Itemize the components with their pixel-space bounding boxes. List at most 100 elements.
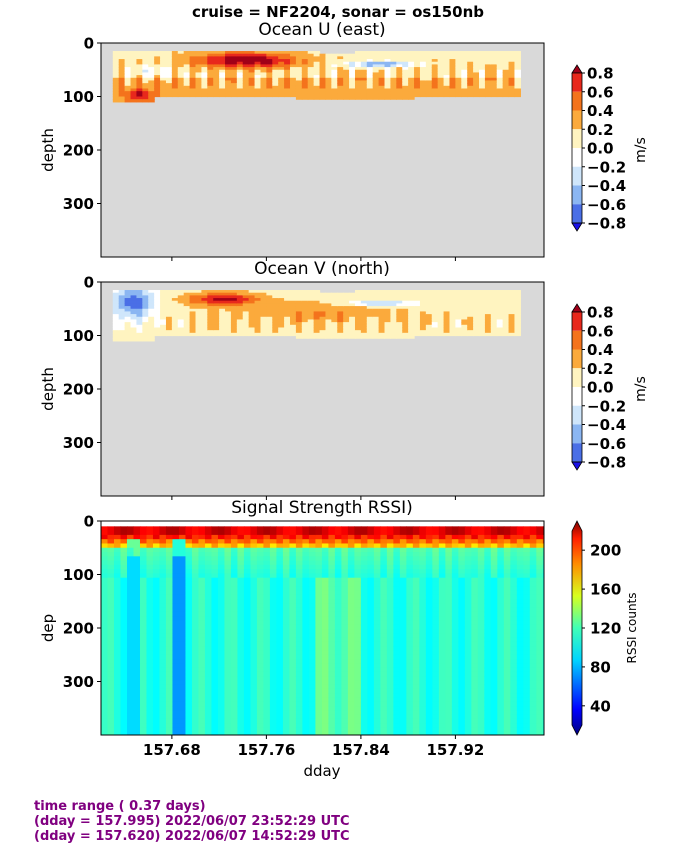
rssi-cell (334, 556, 343, 562)
field-cell (496, 322, 504, 326)
rssi-cell (256, 688, 265, 694)
rssi-cell (289, 731, 297, 735)
rssi-cell (224, 714, 232, 720)
field-cell (402, 298, 409, 302)
field-cell (467, 316, 474, 321)
rssi-cell (256, 654, 265, 660)
rssi-cell (139, 731, 148, 735)
rssi-cell (425, 564, 433, 570)
rssi-cell (380, 539, 388, 545)
field-cell (189, 327, 197, 331)
rssi-cell (178, 547, 187, 553)
field-cell (384, 311, 392, 315)
field-cell (343, 56, 350, 60)
rssi-cell (354, 663, 362, 669)
rssi-cell (211, 701, 219, 707)
rssi-cell (178, 659, 187, 664)
rssi-cell (107, 650, 115, 656)
rssi-cell (178, 526, 187, 532)
field-cell (118, 83, 126, 87)
rssi-cell (334, 564, 343, 570)
colorbar-tick-label: 0.4 (587, 341, 614, 359)
rssi-cell (224, 534, 232, 540)
field-cell (284, 300, 291, 304)
field-cell (384, 308, 392, 313)
field-cell (136, 72, 143, 76)
rssi-cell (406, 552, 414, 557)
field-cell (514, 80, 521, 84)
field-cell (354, 316, 362, 321)
colorbar-tick-label: 0.0 (587, 379, 614, 397)
rssi-cell (341, 701, 349, 707)
field-cell (266, 314, 273, 318)
rssi-cell (367, 629, 375, 634)
rssi-cell (230, 560, 239, 566)
rssi-cell (185, 581, 193, 587)
rssi-cell (126, 646, 135, 652)
rssi-cell (133, 671, 141, 677)
field-cell (419, 53, 427, 57)
rssi-cell (120, 718, 128, 724)
rssi-cell (328, 611, 336, 617)
rssi-cell (406, 607, 414, 613)
rssi-cell (406, 586, 414, 592)
rssi-cell (412, 693, 420, 699)
rssi-cell (328, 663, 336, 669)
field-cell (461, 67, 468, 71)
rssi-cell (315, 637, 323, 643)
rssi-cell (328, 659, 336, 664)
rssi-cell (412, 616, 420, 622)
field-cell (443, 85, 451, 90)
rssi-cell (101, 603, 109, 609)
field-cell (295, 303, 303, 307)
rssi-cell (178, 556, 187, 562)
rssi-cell (354, 731, 362, 735)
field-cell (455, 314, 462, 318)
field-cell (248, 314, 256, 318)
rssi-cell (321, 727, 330, 733)
rssi-cell (334, 697, 343, 703)
rssi-cell (328, 590, 336, 596)
rssi-cell (276, 539, 284, 545)
field-cell (183, 292, 191, 296)
rssi-cell (367, 564, 375, 570)
field-cell (189, 75, 197, 79)
field-cell (160, 93, 167, 98)
rssi-cell (295, 680, 304, 686)
rssi-cell (250, 616, 258, 622)
rssi-cell (419, 706, 427, 711)
rssi-cell (185, 607, 193, 613)
rssi-cell (289, 526, 297, 532)
rssi-cell (393, 701, 401, 707)
field-cell (384, 316, 392, 321)
rssi-cell (269, 569, 278, 575)
field-cell (183, 295, 191, 299)
rssi-cell (263, 727, 271, 733)
field-cell (384, 298, 392, 302)
rssi-cell (406, 534, 414, 540)
field-cell (165, 290, 173, 294)
rssi-cell (367, 723, 375, 729)
field-cell (201, 298, 208, 302)
field-cell (248, 93, 256, 98)
rssi-cell (172, 659, 180, 664)
rssi-cell (185, 693, 193, 699)
field-cell (349, 306, 356, 310)
field-cell (514, 59, 521, 63)
rssi-cell (315, 526, 323, 532)
rssi-cell (308, 611, 317, 617)
rssi-cell (308, 620, 317, 626)
field-cell (301, 290, 309, 294)
field-cell (307, 308, 315, 313)
rssi-cell (295, 633, 304, 639)
field-cell (419, 324, 427, 329)
field-cell (136, 300, 143, 304)
field-cell (230, 319, 238, 323)
rssi-cell (256, 684, 265, 690)
rssi-cell (191, 556, 200, 562)
rssi-cell (341, 676, 349, 682)
rssi-cell (406, 667, 414, 673)
field-cell (431, 332, 439, 337)
field-cell (384, 306, 392, 310)
field-cell (414, 322, 421, 326)
